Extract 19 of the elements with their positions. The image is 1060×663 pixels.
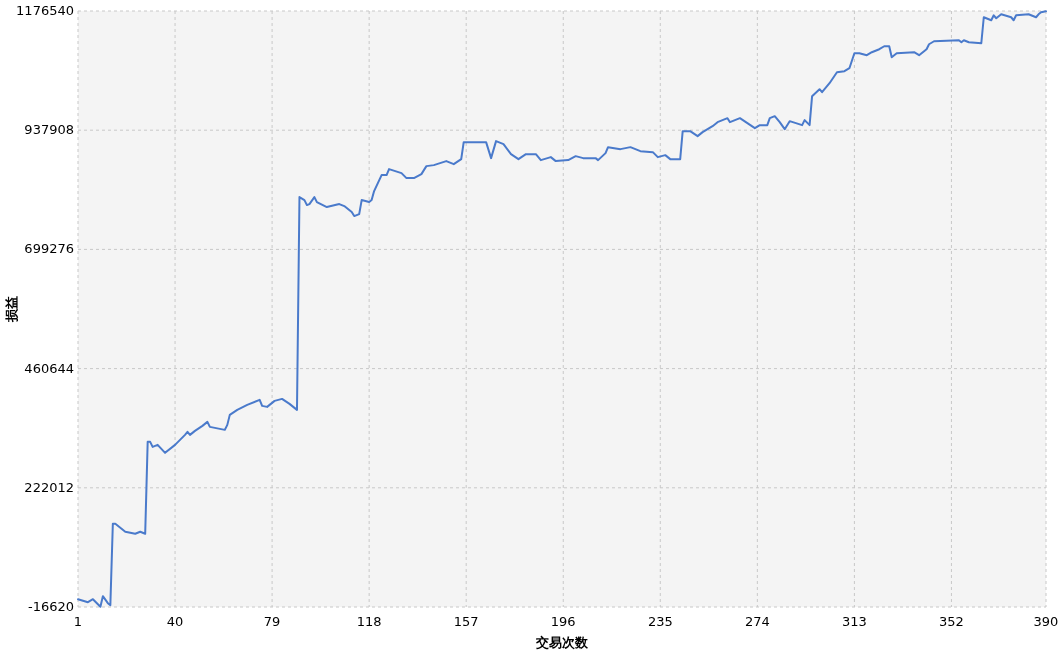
x-tick-label: 274: [744, 614, 770, 629]
y-tick-label: 1176540: [16, 3, 74, 18]
x-tick-label: 352: [939, 614, 964, 629]
x-axis-title: 交易次数: [535, 635, 589, 650]
x-tick-label: 157: [453, 614, 479, 629]
x-tick-label: 390: [1033, 614, 1059, 629]
x-tick-label: 313: [841, 614, 867, 629]
y-tick-label: -16620: [27, 599, 74, 614]
y-tick-label: 937908: [24, 122, 74, 138]
y-tick-label: 460644: [24, 360, 74, 376]
x-tick-label: 79: [263, 614, 281, 629]
y-axis-title: 损益: [4, 296, 19, 323]
y-tick-label: 222012: [24, 479, 74, 495]
x-tick-label: 40: [166, 614, 184, 629]
x-tick-label: 1: [73, 614, 83, 629]
x-tick-label: 235: [647, 614, 673, 629]
y-tick-label: 699276: [24, 241, 74, 257]
x-tick-label: 118: [356, 614, 382, 629]
x-tick-label: 196: [550, 614, 576, 629]
